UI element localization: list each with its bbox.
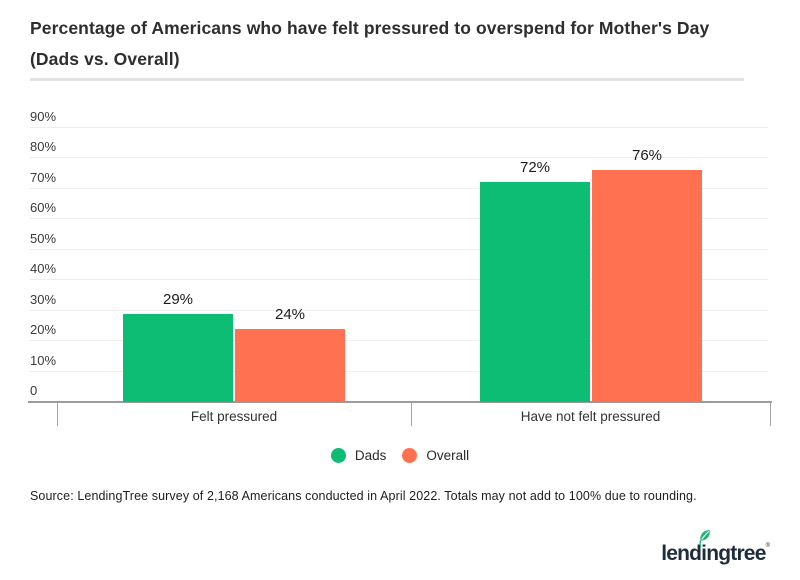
x-axis-tick bbox=[770, 402, 771, 426]
title-divider bbox=[30, 78, 744, 81]
chart-legend: Dads Overall bbox=[0, 448, 800, 463]
gridline-70% bbox=[30, 187, 768, 189]
y-axis-label: 70% bbox=[30, 169, 57, 185]
lendingtree-logo: lendingtree® bbox=[661, 530, 770, 569]
bar-value-label: 72% bbox=[519, 159, 551, 177]
y-axis-label: 90% bbox=[30, 108, 57, 124]
chart-title-line1: Percentage of Americans who have felt pr… bbox=[30, 18, 710, 38]
legend-dot-icon bbox=[402, 448, 418, 463]
trademark-symbol: ® bbox=[765, 543, 770, 549]
y-axis-label: 0 bbox=[30, 383, 38, 398]
x-axis-tick bbox=[57, 402, 58, 426]
gridline-10% bbox=[30, 370, 768, 372]
legend-item-overall: Overall bbox=[402, 448, 469, 463]
x-category-label: Felt pressured bbox=[190, 409, 278, 424]
gridline-50% bbox=[30, 248, 768, 250]
chart-title-line2: (Dads vs. Overall) bbox=[30, 49, 180, 69]
x-axis-line bbox=[28, 401, 772, 403]
bar-value-label: 29% bbox=[162, 290, 194, 308]
bar-dads-2 bbox=[480, 182, 590, 402]
gridline-40% bbox=[30, 279, 768, 280]
legend-dot-icon bbox=[330, 448, 346, 463]
chart-title: Percentage of Americans who have felt pr… bbox=[30, 13, 770, 75]
y-axis-label: 20% bbox=[30, 322, 57, 337]
y-axis-label: 60% bbox=[30, 200, 57, 215]
bar-overall-1 bbox=[235, 328, 345, 402]
legend-item-dads: Dads bbox=[330, 448, 387, 463]
bar-overall-2 bbox=[592, 170, 702, 402]
lendingtree-wordmark: lendingtree bbox=[661, 542, 766, 565]
legend-label: Overall bbox=[426, 448, 470, 463]
bar-value-label: 24% bbox=[274, 305, 306, 323]
x-category-label: Have not felt pressured bbox=[520, 409, 661, 424]
y-axis-label: 50% bbox=[30, 230, 57, 246]
bar-value-label: 76% bbox=[631, 147, 663, 165]
gridline-20% bbox=[30, 340, 768, 341]
gridline-30% bbox=[30, 309, 768, 311]
y-axis-label: 30% bbox=[30, 291, 57, 307]
legend-label: Dads bbox=[354, 448, 387, 463]
source-note: Source: LendingTree survey of 2,168 Amer… bbox=[30, 489, 697, 503]
y-axis-label: 40% bbox=[30, 261, 57, 276]
y-axis-label: 80% bbox=[30, 139, 57, 154]
x-axis-tick bbox=[411, 402, 412, 426]
leaf-icon bbox=[699, 530, 710, 547]
y-axis-label: 10% bbox=[30, 352, 57, 368]
bar-chart-plot-area: 0 10% 20% 30% 40% 50% 60% 70% 80% 90% 29% 72% 24% 76%… bbox=[28, 108, 772, 426]
gridline-60% bbox=[30, 218, 768, 219]
bar-dads-1 bbox=[123, 313, 233, 402]
gridline-90% bbox=[30, 126, 768, 128]
gridline-80% bbox=[30, 157, 768, 158]
